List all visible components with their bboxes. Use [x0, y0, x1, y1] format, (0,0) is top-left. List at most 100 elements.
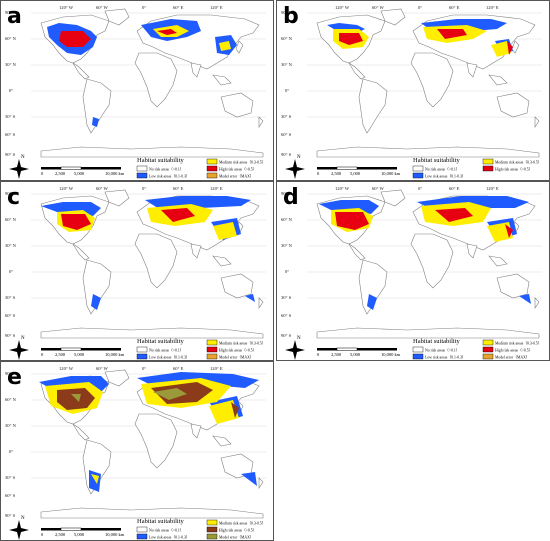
svg-text:0°: 0° [418, 5, 422, 10]
risk-region [519, 294, 531, 304]
svg-text:30° S: 30° S [5, 114, 16, 119]
svg-text:No risk areas（<0.1）: No risk areas（<0.1） [149, 167, 184, 172]
compass-rose-icon: N [9, 336, 29, 360]
svg-text:60° N: 60° N [281, 217, 293, 222]
svg-text:Model error（MAX）: Model error（MAX） [219, 535, 254, 540]
risk-region [92, 117, 99, 127]
svg-text:High risk areas（>0.5）: High risk areas（>0.5） [219, 528, 256, 533]
svg-text:Habitat suitability: Habitat suitability [137, 157, 185, 164]
legend: Habitat suitability No risk areas（<0.1） … [412, 338, 542, 360]
compass-rose-icon: N [285, 155, 305, 179]
risk-region [157, 29, 177, 35]
panel-letter: b [283, 4, 299, 29]
svg-text:60° E: 60° E [449, 186, 460, 191]
svg-text:N: N [297, 336, 301, 341]
svg-text:60° W: 60° W [372, 5, 384, 10]
svg-text:60° E: 60° E [173, 186, 184, 191]
high-risk-regions [339, 29, 513, 55]
svg-text:Model error（MAX）: Model error（MAX） [219, 355, 254, 360]
svg-text:Habitat suitability: Habitat suitability [413, 338, 461, 345]
svg-text:10,000 km: 10,000 km [381, 171, 401, 177]
compass-rose-icon: N [9, 516, 29, 540]
svg-text:90° N: 90° N [281, 10, 293, 15]
svg-text:90° S: 90° S [5, 333, 16, 338]
legend: Habitat suitability No risk areas（<0.1） … [136, 157, 266, 179]
svg-text:60° W: 60° W [96, 186, 108, 191]
risk-region [231, 402, 239, 418]
svg-text:2,500: 2,500 [55, 352, 66, 358]
latitude-labels: 90° N 60° N 30° N 0° 30° S 60° S 90° S [281, 191, 293, 338]
svg-text:120° W: 120° W [335, 5, 350, 10]
svg-text:0: 0 [317, 352, 320, 357]
svg-text:60° S: 60° S [5, 132, 16, 137]
svg-text:0°: 0° [9, 449, 13, 454]
longitude-labels: 120° W 60° W 0° 60° E 120° E [59, 5, 223, 10]
risk-region [91, 474, 99, 484]
svg-text:60° E: 60° E [173, 366, 184, 371]
svg-text:Low risk areas（0.1-0.3）: Low risk areas（0.1-0.3） [149, 355, 190, 360]
svg-text:120° W: 120° W [59, 366, 74, 371]
scale-bar: 0 2,500 5,000 10,000 km [317, 166, 401, 177]
svg-text:5,000: 5,000 [74, 171, 85, 177]
svg-text:120° E: 120° E [210, 366, 223, 371]
svg-text:High risk areas（>0.5）: High risk areas（>0.5） [495, 348, 532, 353]
svg-text:5,000: 5,000 [74, 352, 85, 358]
latitude-labels: 90° N 60° N 30° N 0° 30° S 60° S 90° S [5, 371, 17, 518]
svg-text:Habitat suitability: Habitat suitability [413, 157, 461, 164]
risk-region [507, 41, 513, 55]
svg-text:N: N [21, 336, 25, 341]
panel-letter: a [7, 4, 22, 29]
svg-text:60° E: 60° E [173, 5, 184, 10]
svg-text:90° N: 90° N [5, 371, 17, 376]
legend: Habitat suitability No risk areas（<0.1） … [412, 157, 542, 179]
svg-text:120° W: 120° W [59, 5, 74, 10]
svg-text:90° S: 90° S [5, 152, 16, 157]
panel-letter: d [283, 185, 299, 210]
svg-text:Model error（MAX）: Model error（MAX） [219, 174, 254, 179]
risk-region [367, 294, 377, 310]
svg-text:No risk areas（<0.1）: No risk areas（<0.1） [425, 167, 460, 172]
svg-text:Medium risk areas（0.3-0.5）: Medium risk areas（0.3-0.5） [219, 521, 266, 526]
svg-text:No risk areas（<0.1）: No risk areas（<0.1） [149, 528, 184, 533]
risk-region [61, 214, 91, 230]
svg-text:30° N: 30° N [5, 243, 17, 248]
svg-text:90° N: 90° N [5, 191, 17, 196]
svg-text:30° N: 30° N [5, 62, 17, 67]
svg-text:N: N [21, 155, 25, 160]
scale-bar: 0 2,500 5,000 10,000 km [41, 166, 125, 177]
scale-bar: 0 2,500 5,000 10,000 km [41, 347, 125, 358]
longitude-labels: 120° W 60° W 0° 60° E 120° E [335, 186, 499, 191]
svg-text:0°: 0° [142, 366, 146, 371]
svg-text:Medium risk areas（0.3-0.5）: Medium risk areas（0.3-0.5） [495, 160, 542, 165]
latitude-labels: 90° N 60° N 30° N 0° 30° S 60° S 90° S [5, 191, 17, 338]
svg-text:0°: 0° [142, 5, 146, 10]
svg-text:0°: 0° [285, 269, 289, 274]
svg-text:0°: 0° [418, 186, 422, 191]
risk-region [153, 388, 187, 400]
svg-text:60° S: 60° S [281, 132, 292, 137]
svg-text:10,000 km: 10,000 km [381, 352, 401, 358]
svg-text:60° N: 60° N [5, 36, 17, 41]
svg-text:60° S: 60° S [5, 313, 16, 318]
latitude-labels: 90° N 60° N 30° N 0° 30° S 60° S 90° S [5, 10, 17, 157]
risk-region [437, 29, 467, 39]
model-error-regions [71, 388, 187, 402]
scale-bar: 0 2,500 5,000 10,000 km [317, 347, 401, 358]
svg-text:5,000: 5,000 [74, 532, 85, 538]
longitude-labels: 120° W 60° W 0° 60° E 120° E [59, 186, 223, 191]
panel-letter: c [7, 185, 20, 210]
svg-text:120° E: 120° E [486, 186, 499, 191]
panel-letter: e [7, 365, 22, 390]
risk-region [339, 33, 363, 45]
risk-region [335, 212, 369, 230]
svg-text:5,000: 5,000 [350, 352, 361, 358]
svg-text:Low risk areas（0.1-0.3）: Low risk areas（0.1-0.3） [149, 174, 190, 179]
svg-text:60° W: 60° W [96, 366, 108, 371]
svg-text:0°: 0° [142, 186, 146, 191]
svg-text:120° W: 120° W [59, 186, 74, 191]
risk-region [219, 41, 231, 51]
risk-region [161, 208, 195, 222]
svg-text:0: 0 [317, 171, 320, 176]
svg-text:0: 0 [41, 532, 44, 537]
risk-region [241, 472, 257, 486]
